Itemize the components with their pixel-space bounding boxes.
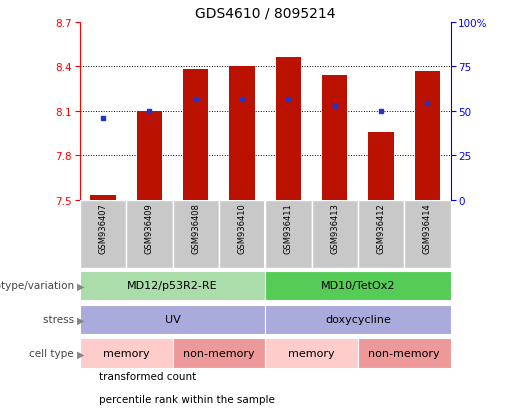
Text: GSM936409: GSM936409 [145, 203, 154, 254]
Bar [229, 67, 255, 200]
Text: GSM936407: GSM936407 [98, 203, 108, 254]
Bar [322, 76, 348, 200]
Bar [80, 200, 126, 268]
Text: percentile rank within the sample: percentile rank within the sample [99, 394, 276, 404]
Text: MD12/p53R2-RE: MD12/p53R2-RE [127, 281, 218, 291]
Text: genotype/variation: genotype/variation [0, 281, 77, 291]
Text: ▶: ▶ [77, 349, 85, 358]
Text: UV: UV [165, 315, 180, 325]
Bar [312, 200, 358, 268]
Bar [183, 70, 209, 200]
Text: ▶: ▶ [77, 281, 85, 291]
Bar [80, 339, 173, 368]
Text: stress: stress [43, 315, 77, 325]
Bar [265, 339, 358, 368]
Text: GSM936413: GSM936413 [330, 203, 339, 254]
Text: GSM936408: GSM936408 [191, 203, 200, 254]
Bar [219, 200, 265, 268]
Text: GSM936412: GSM936412 [376, 203, 386, 254]
Bar [80, 271, 265, 301]
Title: GDS4610 / 8095214: GDS4610 / 8095214 [195, 6, 335, 20]
Bar [276, 58, 301, 200]
Text: GSM936410: GSM936410 [237, 203, 247, 254]
Text: transformed count: transformed count [99, 371, 197, 381]
Bar [265, 200, 312, 268]
Bar [126, 200, 173, 268]
Bar [404, 200, 451, 268]
Bar [136, 112, 162, 200]
Text: non-memory: non-memory [368, 349, 440, 358]
Bar [368, 132, 394, 200]
Bar [173, 339, 265, 368]
Bar [358, 339, 451, 368]
Text: GSM936411: GSM936411 [284, 203, 293, 254]
Bar [265, 305, 451, 335]
Bar [90, 196, 116, 200]
Text: ▶: ▶ [77, 315, 85, 325]
Bar [415, 71, 440, 200]
Text: MD10/TetOx2: MD10/TetOx2 [321, 281, 395, 291]
Text: memory: memory [288, 349, 335, 358]
Text: non-memory: non-memory [183, 349, 255, 358]
Text: GSM936414: GSM936414 [423, 203, 432, 254]
Bar [173, 200, 219, 268]
Bar [358, 200, 404, 268]
Bar [80, 305, 265, 335]
Text: cell type: cell type [29, 349, 77, 358]
Text: doxycycline: doxycycline [325, 315, 391, 325]
Bar [265, 271, 451, 301]
Text: memory: memory [103, 349, 149, 358]
